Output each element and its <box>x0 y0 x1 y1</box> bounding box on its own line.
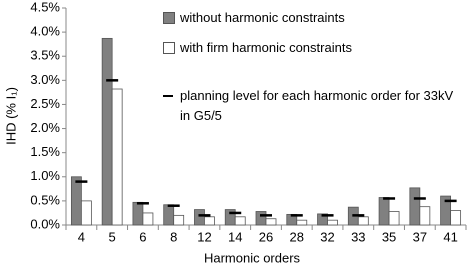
y-tick-label: 3.5% <box>30 48 60 63</box>
x-tick-label: 26 <box>259 229 273 244</box>
y-tick-label: 0.5% <box>30 192 60 207</box>
x-tick-label: 37 <box>413 229 427 244</box>
x-tick-label: 6 <box>139 229 146 244</box>
bar <box>173 214 185 226</box>
bar <box>194 209 205 226</box>
y-tick-label: 1.5% <box>30 144 60 159</box>
bar <box>317 213 328 226</box>
x-tick-label: 5 <box>109 229 116 244</box>
bar <box>142 212 154 226</box>
bar <box>296 219 308 226</box>
bar <box>450 210 462 226</box>
y-tick-label: 1.0% <box>30 168 60 183</box>
y-tick-label: 4.5% <box>30 0 60 14</box>
bar <box>111 88 123 226</box>
x-tick-label: 33 <box>351 229 365 244</box>
x-axis-label: Harmonic orders <box>204 250 301 265</box>
y-tick-label: 0.0% <box>30 216 60 231</box>
y-tick-label: 3.0% <box>30 72 60 87</box>
bar <box>388 211 400 226</box>
legend-label: with firm harmonic constraints <box>180 40 352 55</box>
x-tick-label: 41 <box>443 229 457 244</box>
bar <box>409 187 421 226</box>
x-tick-label: 8 <box>170 229 177 244</box>
legend-key <box>163 95 173 97</box>
bar <box>234 216 246 226</box>
bar <box>327 219 338 226</box>
y-axis-label: IHD (% I₁) <box>3 87 18 145</box>
x-tick-label: 35 <box>382 229 396 244</box>
y-tick-label: 2.5% <box>30 96 60 111</box>
legend-label: without harmonic constraints <box>180 10 345 25</box>
x-tick-label: 4 <box>78 229 85 244</box>
bar <box>378 197 390 226</box>
legend-key <box>163 42 175 54</box>
legend-key <box>163 12 175 24</box>
bar <box>101 37 113 226</box>
y-tick-label: 2.0% <box>30 120 60 135</box>
legend-label: planning level for each harmonic order f… <box>180 88 454 123</box>
bar <box>80 200 92 226</box>
bar <box>265 218 277 226</box>
bar <box>255 211 267 226</box>
x-tick-label: 32 <box>320 229 334 244</box>
bar <box>163 204 175 226</box>
bar <box>132 201 144 226</box>
bar <box>204 216 215 226</box>
y-tick-label: 4.0% <box>30 24 60 39</box>
bar <box>70 176 82 226</box>
bar <box>419 206 431 226</box>
x-tick-label: 28 <box>290 229 304 244</box>
x-tick-label: 14 <box>228 229 242 244</box>
x-tick-label: 12 <box>197 229 211 244</box>
bar <box>357 216 369 226</box>
